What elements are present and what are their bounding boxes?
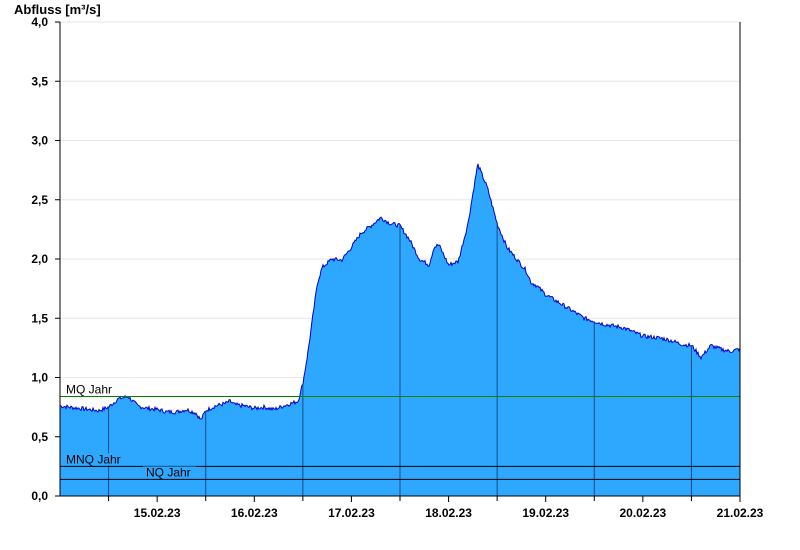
y-tick-label: 3,5: [31, 74, 48, 88]
x-tick-label: 21.02.23: [717, 506, 764, 520]
reference-label: NQ Jahr: [146, 465, 191, 479]
x-tick-label: 15.02.23: [134, 506, 181, 520]
x-tick-label: 18.02.23: [425, 506, 472, 520]
y-tick-label: 3,0: [31, 134, 48, 148]
y-tick-label: 0,0: [31, 489, 48, 503]
x-tick-label: 19.02.23: [522, 506, 569, 520]
x-tick-label: 20.02.23: [619, 506, 666, 520]
x-tick-label: 17.02.23: [328, 506, 375, 520]
day-separators: [108, 223, 692, 496]
y-tick-label: 2,5: [31, 193, 48, 207]
reference-lines: MQ Jahr MNQ Jahr NQ Jahr: [60, 382, 740, 480]
x-tick-label: 16.02.23: [231, 506, 278, 520]
y-tick-label: 0,5: [31, 430, 48, 444]
y-tick-label: 4,0: [31, 15, 48, 29]
reference-label-bg: [143, 466, 196, 479]
axes: 0,0 0,5 1,0 1,5 2,0 2,5 3,0 3,5 4,0 15.02.23 16.02…: [31, 15, 763, 520]
reference-label: MQ Jahr: [66, 382, 112, 396]
y-tick-label: 1,0: [31, 371, 48, 385]
reference-label-bg: [63, 453, 123, 466]
y-tick-label: 2,0: [31, 252, 48, 266]
series-line: [59, 163, 741, 420]
reference-label: MNQ Jahr: [66, 452, 121, 466]
y-axis-title: Abfluss [m³/s]: [14, 2, 101, 17]
y-tick-label: 1,5: [31, 311, 48, 325]
